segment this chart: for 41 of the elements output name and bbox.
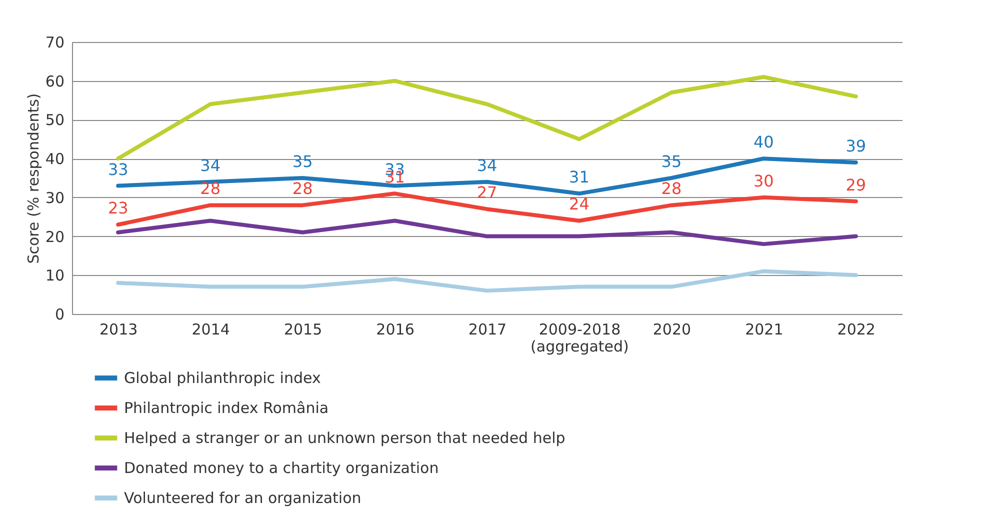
y-axis-title: Score (% respondents) <box>24 93 42 264</box>
x-tick-label: 2022 <box>837 320 876 338</box>
x-tick-label: 2021 <box>745 320 784 338</box>
line-series <box>116 218 858 246</box>
x-tick-label: 2009-2018 (aggregated) <box>530 320 629 356</box>
data-label: 35 <box>292 152 313 171</box>
legend-label: Global philanthropic index <box>124 369 321 387</box>
x-tick-label: 2015 <box>284 320 322 338</box>
data-label: 23 <box>108 198 128 218</box>
x-tick-label: 2020 <box>652 320 692 338</box>
y-tick-label: 70 <box>45 34 64 52</box>
data-label: 40 <box>753 132 774 152</box>
legend-label: Volunteered for an organization <box>124 489 362 507</box>
x-tick-label: 2017 <box>468 320 507 338</box>
data-label: 31 <box>569 168 590 187</box>
data-label: 39 <box>846 136 866 156</box>
x-tick-label: 2014 <box>192 320 230 338</box>
y-tick-label: 20 <box>45 228 64 246</box>
data-label: 35 <box>661 152 682 171</box>
y-tick-label: 40 <box>45 150 64 168</box>
line-series <box>116 269 858 293</box>
data-label: 30 <box>753 171 774 190</box>
y-tick-label: 50 <box>45 111 64 130</box>
y-tick-label: 30 <box>45 188 64 207</box>
legend-label: Helped a stranger or an unknown person that needed help <box>124 429 566 447</box>
legend-label: Philantropic index România <box>124 399 329 417</box>
data-label: 29 <box>846 175 866 194</box>
y-tick-label: 10 <box>45 266 64 285</box>
data-label: 28 <box>661 179 682 198</box>
data-label: 34 <box>476 156 498 175</box>
data-label: 28 <box>200 179 221 198</box>
data-label: 34 <box>200 156 221 175</box>
y-tick-label: 0 <box>54 306 64 324</box>
x-tick-label: 2016 <box>376 320 414 338</box>
data-label: 27 <box>476 183 498 202</box>
data-label: 28 <box>292 179 313 198</box>
legend-label: Donated money to a chartity organization <box>124 459 439 477</box>
y-tick-label: 60 <box>45 72 64 90</box>
x-tick-label: 2013 <box>100 320 138 338</box>
data-label: 24 <box>569 194 590 214</box>
data-label: 33 <box>108 160 128 179</box>
